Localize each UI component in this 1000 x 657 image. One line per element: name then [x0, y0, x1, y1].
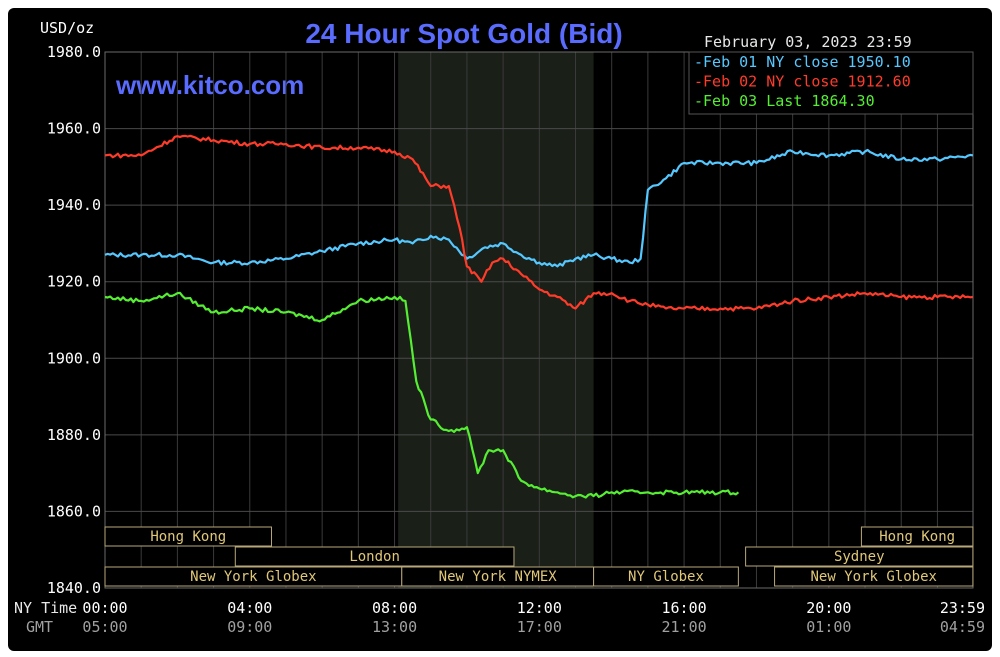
y-tick-label: 1900.0 — [47, 349, 101, 367]
unit-label: USD/oz — [40, 19, 94, 37]
gmt-label: GMT — [26, 618, 53, 636]
y-tick-label: 1980.0 — [47, 43, 101, 61]
session-label: NY Globex — [628, 569, 704, 585]
plot-border — [104, 51, 974, 589]
x-tick-gmt: 04:59 — [940, 618, 985, 636]
series-group — [104, 134, 974, 499]
series-line-feb-03 — [104, 291, 740, 499]
y-tick-label: 1840.0 — [47, 579, 101, 597]
x-tick-ny: 00:00 — [82, 599, 127, 617]
x-tick-ny: 08:00 — [372, 599, 417, 617]
x-tick-ny: 12:00 — [517, 599, 562, 617]
session-label: New York Globex — [811, 569, 937, 585]
y-axis: 1980.0 1960.0 1940.0 1920.0 1900.0 1880.0 1860… — [47, 43, 101, 597]
session-label: Hong Kong — [150, 529, 226, 545]
x-tick-ny: 04:00 — [227, 599, 272, 617]
y-tick-label: 1880.0 — [47, 426, 101, 444]
legend-box — [688, 51, 974, 115]
y-tick-label: 1920.0 — [47, 273, 101, 291]
x-tick-gmt: 17:00 — [517, 618, 562, 636]
chart-svg: USD/oz 24 Hour Spot Gold (Bid) www.kitco… — [14, 18, 985, 636]
legend-entry: -Feb 03 Last 1864.30 — [694, 92, 875, 110]
session-label: New York Globex — [190, 569, 316, 585]
series-line-feb-02 — [104, 134, 974, 312]
chart-panel: USD/oz 24 Hour Spot Gold (Bid) www.kitco… — [8, 8, 992, 651]
legend-entry: -Feb 02 NY close 1912.60 — [694, 73, 911, 91]
x-tick-gmt: 21:00 — [661, 618, 706, 636]
y-tick-label: 1960.0 — [47, 120, 101, 138]
x-tick-ny: 23:59 — [940, 599, 985, 617]
date-label: February 03, 2023 23:59 — [704, 33, 912, 51]
session-label: New York NYMEX — [439, 569, 558, 585]
session-box — [104, 526, 272, 547]
session-box — [234, 546, 515, 567]
sessions-bar: Hong Kong Hong Kong London Sydney New York G… — [104, 526, 974, 587]
chart-title: 24 Hour Spot Gold (Bid) — [305, 18, 622, 49]
watermark-url: www.kitco.com — [115, 70, 304, 100]
x-tick-gmt: 05:00 — [82, 618, 127, 636]
session-label: Sydney — [834, 549, 885, 565]
session-label: Hong Kong — [879, 529, 955, 545]
session-box — [774, 566, 974, 587]
ny-time-label: NY Time — [14, 599, 77, 617]
y-tick-label: 1940.0 — [47, 196, 101, 214]
x-tick-ny: 20:00 — [806, 599, 851, 617]
grid — [104, 51, 974, 589]
x-tick-gmt: 13:00 — [372, 618, 417, 636]
shaded-session — [398, 52, 594, 588]
session-box — [593, 566, 739, 587]
legend-entry: -Feb 01 NY close 1950.10 — [694, 53, 911, 71]
x-tick-gmt: 09:00 — [227, 618, 272, 636]
x-tick-gmt: 01:00 — [806, 618, 851, 636]
y-tick-label: 1860.0 — [47, 502, 101, 520]
series-line-feb-01 — [104, 148, 974, 268]
session-box — [745, 546, 974, 567]
session-label: London — [349, 549, 400, 565]
x-tick-ny: 16:00 — [661, 599, 706, 617]
session-box — [860, 526, 974, 547]
legend: -Feb 01 NY close 1950.10 -Feb 02 NY close… — [688, 51, 974, 115]
